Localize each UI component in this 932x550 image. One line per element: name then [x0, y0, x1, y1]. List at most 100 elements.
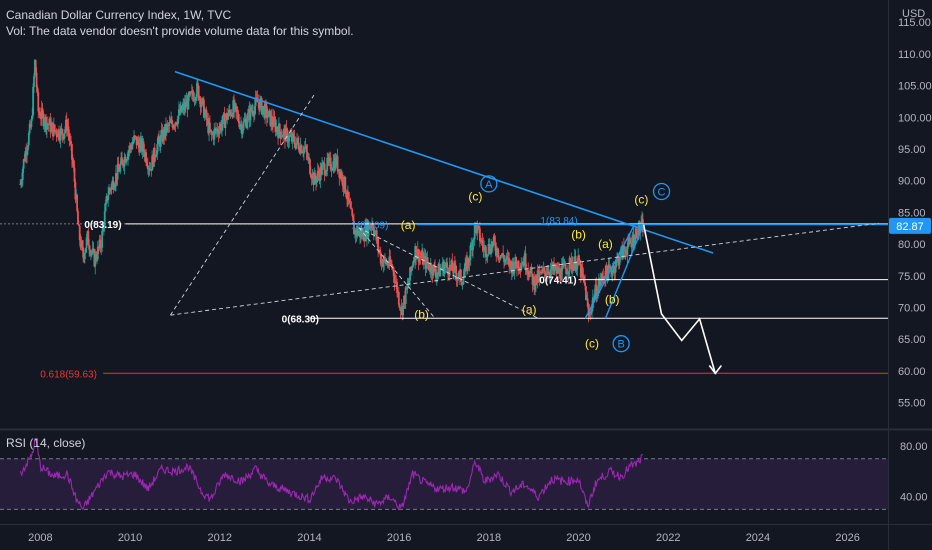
- candle-body: [292, 133, 295, 137]
- candle-body: [315, 176, 318, 183]
- candle-body: [303, 148, 305, 153]
- candle-body: [373, 232, 376, 235]
- candle-body: [134, 136, 137, 137]
- candle-body: [308, 157, 311, 160]
- rsi-pane: [19, 437, 644, 511]
- wave-circle: [480, 175, 498, 193]
- candle-body: [463, 271, 466, 277]
- candle-body: [444, 265, 447, 267]
- time-tick-label: 2008: [28, 532, 52, 544]
- candle-body: [41, 108, 44, 114]
- candle-body: [246, 112, 249, 123]
- price-axis-unit: USD: [902, 8, 925, 20]
- candle-body: [483, 248, 486, 251]
- candle-body: [512, 261, 515, 274]
- candle-body: [377, 237, 380, 250]
- candle-body: [439, 269, 442, 277]
- candle-body: [95, 253, 97, 260]
- candle-body: [77, 210, 79, 225]
- candle-body: [120, 157, 122, 165]
- candle-body: [629, 239, 631, 244]
- candle-body: [605, 265, 608, 274]
- candle-body: [586, 298, 589, 307]
- candle-body: [229, 111, 232, 116]
- candle-body: [243, 120, 246, 122]
- candle-body: [590, 312, 593, 314]
- candle-body: [259, 99, 261, 111]
- candle-body: [488, 244, 491, 252]
- candle-body: [575, 269, 578, 272]
- candle-body: [469, 245, 472, 261]
- candle-body: [281, 136, 284, 138]
- candle-body: [478, 226, 480, 229]
- candle-body: [472, 238, 475, 240]
- candle-body: [237, 113, 240, 122]
- candle-body: [396, 281, 398, 294]
- candle-body: [349, 203, 352, 209]
- symbol-legend[interactable]: Canadian Dollar Currency Index, 1W, TVC: [6, 8, 232, 22]
- candle-body: [36, 87, 39, 93]
- candle-body: [264, 103, 267, 118]
- rsi-line: [19, 437, 644, 511]
- candle-body: [254, 97, 257, 107]
- candle-body: [235, 106, 238, 113]
- candle-body: [599, 280, 602, 286]
- candle-body: [278, 123, 281, 132]
- candle-body: [513, 268, 516, 274]
- candle-body: [494, 242, 497, 251]
- rsi-legend[interactable]: RSI (14, close): [6, 436, 86, 450]
- candle-body: [30, 119, 33, 127]
- candle-body: [561, 263, 564, 267]
- price-tick-label: 70.00: [898, 303, 926, 315]
- candle-body: [367, 224, 370, 237]
- candle-body: [119, 164, 122, 172]
- candle-body: [200, 104, 203, 108]
- candle-body: [458, 271, 461, 278]
- candle-body: [121, 157, 123, 161]
- candle-body: [353, 220, 355, 235]
- candle-body: [112, 180, 115, 190]
- candle-body: [46, 123, 49, 125]
- candle-body: [273, 116, 276, 122]
- candle-body: [176, 123, 179, 125]
- fib-label: 0.618(59.63): [40, 369, 97, 380]
- candle-body: [618, 259, 621, 266]
- candle-body: [593, 293, 596, 302]
- candle-body: [384, 259, 387, 264]
- candle-body: [67, 126, 70, 134]
- candle-body: [271, 115, 273, 124]
- time-tick-label: 2020: [566, 532, 590, 544]
- price-tick-label: 80.00: [898, 239, 926, 251]
- candle-body: [285, 127, 288, 131]
- candle-body: [165, 124, 168, 134]
- price-candles: [19, 59, 644, 323]
- candle-body: [92, 248, 95, 251]
- time-tick-label: 2018: [477, 532, 501, 544]
- candle-body: [53, 124, 56, 131]
- candle-body: [287, 141, 290, 143]
- candle-body: [148, 167, 151, 171]
- candle-body: [460, 281, 463, 285]
- candle-body: [588, 311, 591, 316]
- wave-circle: [612, 335, 630, 353]
- candle-body: [39, 113, 41, 118]
- candle-body: [108, 188, 110, 195]
- candle-body: [585, 286, 587, 301]
- candle-body: [85, 237, 88, 248]
- drawing-layer: [0, 70, 888, 375]
- candle-body: [110, 183, 113, 190]
- candle-body: [426, 257, 429, 264]
- candle-body: [145, 152, 148, 164]
- candle-body: [559, 268, 561, 279]
- candle-body: [101, 231, 104, 248]
- candle-body: [72, 164, 75, 168]
- candle-body: [356, 228, 359, 236]
- candle-body: [600, 274, 603, 281]
- candle-body: [173, 125, 176, 127]
- candle-body: [216, 128, 219, 133]
- candle-body: [411, 265, 414, 267]
- candle-body: [632, 234, 635, 247]
- wave-circle-label: C: [658, 186, 666, 198]
- candle-body: [61, 129, 64, 136]
